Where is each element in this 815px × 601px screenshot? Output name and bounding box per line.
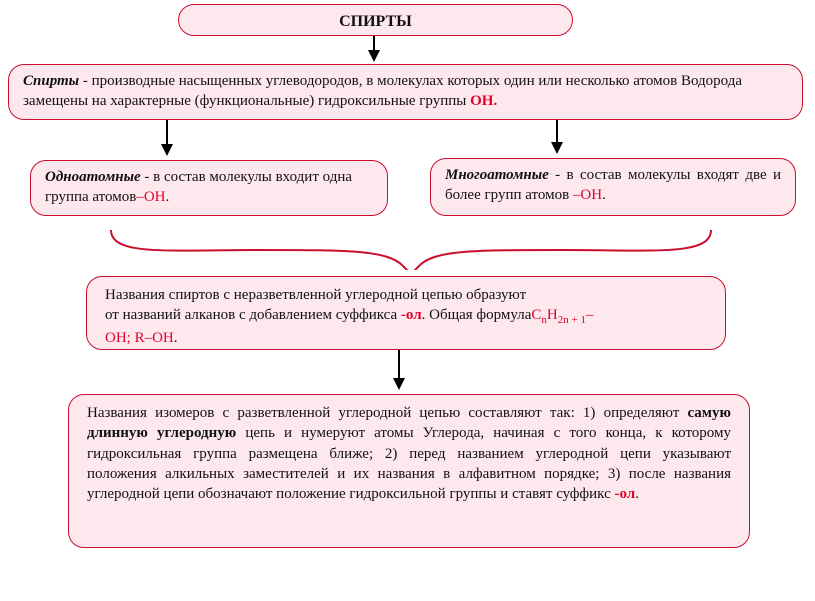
naming1-line1: Названия спиртов с неразветвленной углер… (105, 285, 707, 305)
poly-dot: . (602, 187, 606, 203)
title-box: СПИРТЫ (178, 4, 573, 36)
formula-c: C (531, 307, 541, 323)
definition-box: Спирты - производные насыщенных углеводо… (8, 64, 803, 120)
definition-oh: ОН. (470, 93, 497, 109)
mono-lead: Одноатомные (45, 169, 141, 185)
formula-h: H (547, 307, 558, 323)
naming1-line3-b: . (174, 330, 178, 346)
naming2-dot: . (635, 486, 639, 502)
title-text: СПИРТЫ (339, 13, 412, 30)
poly-oh: –ОН (573, 187, 602, 203)
naming2-box: Названия изомеров с разветвленной углеро… (68, 394, 750, 548)
poly-lead: Многоатомные (445, 167, 549, 183)
poly-box: Многоатомные - в состав молекулы входят … (430, 158, 796, 216)
mono-dot: . (166, 189, 170, 205)
formula-dash: – (586, 307, 594, 323)
naming2-t1: Названия изомеров с разветвленной углеро… (87, 405, 687, 421)
naming1-line2-b: . Общая формула (422, 307, 532, 323)
naming2-ol: -ол (615, 486, 636, 502)
naming1-line2-a: от названий алканов с добавлением суффик… (105, 307, 401, 323)
definition-body: - производные насыщенных углеводородов, … (23, 73, 742, 109)
naming1-line3-a: OH; R–OH (105, 330, 174, 346)
naming1-ol: -ол (401, 307, 422, 323)
naming1-line2: от названий алканов с добавлением суффик… (105, 305, 707, 328)
naming1-box: Названия спиртов с неразветвленной углер… (86, 276, 726, 350)
definition-lead: Спирты (23, 73, 79, 89)
naming1-line3: OH; R–OH. (105, 328, 707, 348)
mono-box: Одноатомные - в состав молекулы входит о… (30, 160, 388, 216)
mono-oh: –ОН (136, 189, 165, 205)
formula-2n1: 2n + 1 (558, 314, 586, 326)
brace-icon (108, 226, 714, 270)
